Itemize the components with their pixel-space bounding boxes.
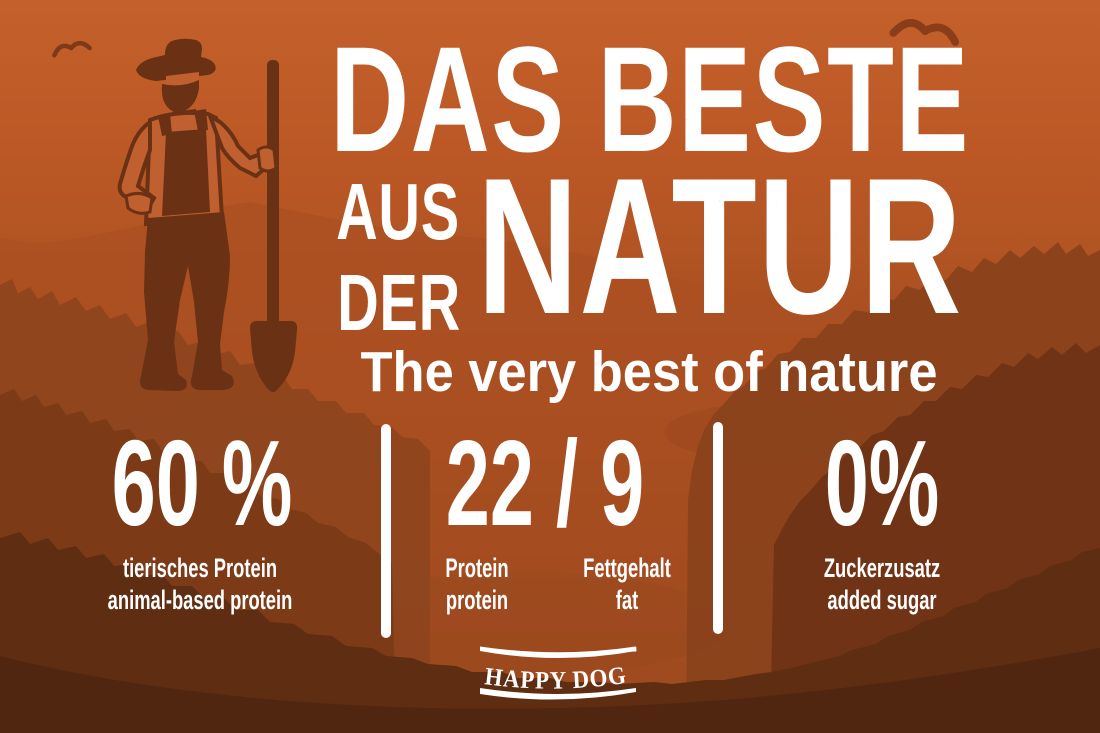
stat-label-de: Protein [445,553,509,583]
stat-label-en: protein [445,585,509,615]
farmer-with-shovel-illustration [117,38,298,392]
stat-sugar-label: Zuckerzusatz added sugar [824,552,940,616]
farmer-right-hand [256,145,278,173]
ground-deep [0,648,1100,733]
stat-label-de: Fettgehalt [583,553,671,583]
stat-label-en: fat [615,585,639,615]
stat-fat-label: Fettgehalt fat [583,552,671,616]
stat-sugar-value: 0% [824,415,940,551]
farmer-left-arm [117,118,157,215]
shovel-icon [250,60,298,392]
stat-protein-fat-value: 22 / 9 [445,415,645,551]
farmer-pants [139,212,234,391]
farmer-hat [136,38,216,81]
headline-prefix-der: DER [337,258,461,347]
bird-left-icon [52,40,92,58]
farmer-overalls-bib [162,129,210,216]
stat-animal-protein-label: tierisches Protein animal-based protein [108,552,293,616]
stat-label-en: animal-based protein [107,585,293,615]
stat-divider-1 [381,424,391,638]
svg-text:HAPPY DOG: HAPPY DOG [483,662,628,695]
stat-animal-protein-value: 60 % [111,415,293,551]
headline-line1: DAS BESTE [330,15,970,183]
farmer-strap-left [158,113,172,136]
happy-dog-logo: HAPPY DOG ® [480,646,638,700]
stat-label-de: Zuckerzusatz [823,553,941,583]
brand-name: HAPPY DOG [483,662,627,695]
farmer-beard [161,80,199,113]
ground-silhouette [0,532,1100,733]
registered-trademark: ® [632,646,638,654]
farmer-left-hand [124,191,154,215]
headline-line2: NATUR [477,138,963,355]
farmer-strap-right [194,109,208,131]
stat-label-de: tierisches Protein [122,553,278,583]
headline-subtitle: The very best of nature [360,340,938,404]
headline-prefix-aus: AUS [336,167,460,256]
logo-top-swoosh [480,646,636,658]
stat-protein-label: Protein protein [445,552,508,616]
logo-bottom-swoosh [480,688,636,700]
stat-divider-2 [713,422,723,634]
bird-right-icon [889,19,960,46]
stat-label-en: added sugar [827,585,937,615]
